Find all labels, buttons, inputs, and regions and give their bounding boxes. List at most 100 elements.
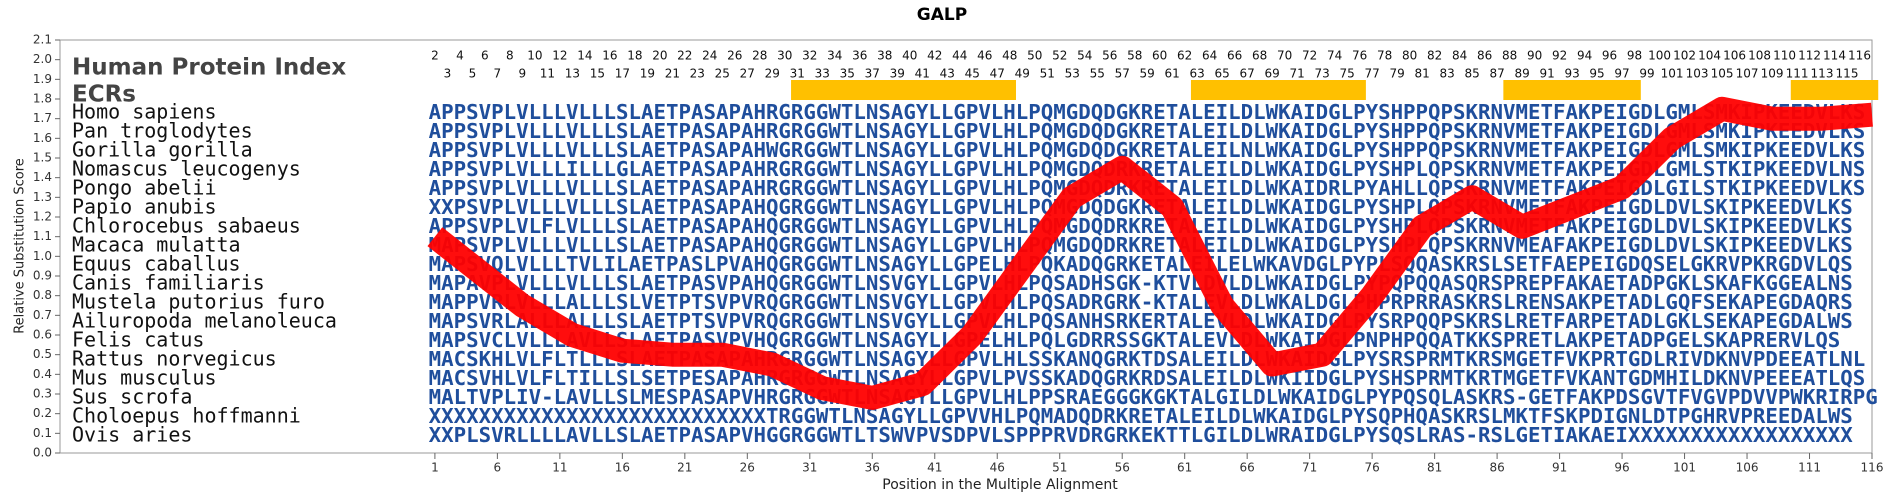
human-index: 50 xyxy=(1027,49,1042,63)
human-index: 102 xyxy=(1673,49,1696,63)
y-tick-label: 1.0 xyxy=(33,249,52,263)
chart-title: GALP xyxy=(917,5,967,25)
human-index: 62 xyxy=(1177,49,1192,63)
human-index: 66 xyxy=(1227,49,1242,63)
human-index: 7 xyxy=(494,67,502,81)
human-index: 101 xyxy=(1661,67,1684,81)
human-index: 40 xyxy=(902,49,917,63)
y-tick-label: 0.5 xyxy=(33,347,52,361)
human-index: 57 xyxy=(1115,67,1130,81)
human-index: 35 xyxy=(840,67,855,81)
x-tick-label: 96 xyxy=(1614,461,1629,475)
ecr-bar xyxy=(791,80,1016,100)
species-name: Mus musculus xyxy=(72,366,217,390)
human-index: 16 xyxy=(602,49,617,63)
x-tick-label: 41 xyxy=(927,461,942,475)
human-index: 14 xyxy=(577,49,592,63)
human-index: 6 xyxy=(481,49,489,63)
human-index: 105 xyxy=(1711,67,1734,81)
ecr-bar xyxy=(1503,80,1641,100)
human-index: 36 xyxy=(852,49,867,63)
human-index: 27 xyxy=(740,67,755,81)
human-index: 96 xyxy=(1602,49,1617,63)
human-index: 72 xyxy=(1302,49,1317,63)
human-index: 45 xyxy=(965,67,980,81)
human-index: 59 xyxy=(1140,67,1155,81)
x-tick-label: 71 xyxy=(1302,461,1317,475)
human-index: 76 xyxy=(1352,49,1367,63)
human-index: 108 xyxy=(1748,49,1771,63)
human-index: 49 xyxy=(1015,67,1030,81)
human-index: 3 xyxy=(444,67,452,81)
species-name: Pan troglodytes xyxy=(72,119,253,143)
human-index: 93 xyxy=(1564,67,1579,81)
species-name: Ovis aries xyxy=(72,423,192,447)
human-index: 116 xyxy=(1848,49,1871,63)
human-index: 64 xyxy=(1202,49,1217,63)
sequence: MAPSVRLALLLALLLSLAETPTSVPVRQGRGGWTLNSVGY… xyxy=(429,309,1853,333)
human-index: 70 xyxy=(1277,49,1292,63)
species-name: Gorilla gorilla xyxy=(72,138,253,162)
sequence: XXPLSVRLLLLAVLLSLAETPASAPVHGGRGGWTLTSWVP… xyxy=(429,423,1854,447)
human-index: 5 xyxy=(469,67,477,81)
human-index: 73 xyxy=(1315,67,1330,81)
x-tick-label: 76 xyxy=(1364,461,1379,475)
human-index: 113 xyxy=(1811,67,1834,81)
human-index: 10 xyxy=(527,49,542,63)
human-index: 32 xyxy=(802,49,817,63)
human-index: 39 xyxy=(890,67,905,81)
x-tick-label: 101 xyxy=(1673,461,1696,475)
x-tick-label: 36 xyxy=(865,461,880,475)
y-tick-label: 0.6 xyxy=(33,328,52,342)
human-index: 58 xyxy=(1127,49,1142,63)
human-index: 82 xyxy=(1427,49,1442,63)
human-index: 75 xyxy=(1340,67,1355,81)
human-index: 20 xyxy=(652,49,667,63)
species-name: Felis catus xyxy=(72,328,204,352)
human-index: 12 xyxy=(552,49,567,63)
human-index: 92 xyxy=(1552,49,1567,63)
human-index: 29 xyxy=(765,67,780,81)
x-tick-label: 31 xyxy=(802,461,817,475)
human-index: 87 xyxy=(1489,67,1504,81)
x-tick-label: 86 xyxy=(1489,461,1504,475)
human-index: 61 xyxy=(1165,67,1180,81)
y-tick-label: 2.1 xyxy=(33,33,52,47)
human-index: 13 xyxy=(565,67,580,81)
human-index: 55 xyxy=(1090,67,1105,81)
ecr-label: ECRs xyxy=(72,82,136,108)
y-tick-label: 1.1 xyxy=(33,229,52,243)
y-tick-label: 0.9 xyxy=(33,269,52,283)
human-index: 4 xyxy=(456,49,464,63)
species-name: Mustela putorius furo xyxy=(72,290,325,314)
human-index: 95 xyxy=(1589,67,1604,81)
species-name: Macaca mulatta xyxy=(72,233,241,257)
human-index: 110 xyxy=(1773,49,1796,63)
human-index: 23 xyxy=(690,67,705,81)
human-index: 94 xyxy=(1577,49,1592,63)
human-index: 74 xyxy=(1327,49,1342,63)
human-index: 112 xyxy=(1798,49,1821,63)
human-index: 28 xyxy=(752,49,767,63)
human-index: 65 xyxy=(1215,67,1230,81)
x-tick-label: 1 xyxy=(431,461,439,475)
human-index: 89 xyxy=(1514,67,1529,81)
human-index: 91 xyxy=(1539,67,1554,81)
x-axis-label: Position in the Multiple Alignment xyxy=(882,477,1118,493)
x-tick-label: 6 xyxy=(494,461,502,475)
human-index: 9 xyxy=(519,67,527,81)
human-index: 46 xyxy=(977,49,992,63)
species-name: Choloepus hoffmanni xyxy=(72,404,301,428)
x-tick-label: 116 xyxy=(1861,461,1884,475)
human-index: 85 xyxy=(1464,67,1479,81)
sequence: MAPPVRLVLLLALLLSLVETPTSVPVRQGRGGWTLNSVGY… xyxy=(429,290,1853,314)
species-name: Homo sapiens xyxy=(72,100,217,124)
ecr-bar xyxy=(1790,80,1879,100)
human-index: 83 xyxy=(1439,67,1454,81)
human-index: 22 xyxy=(677,49,692,63)
human-index: 100 xyxy=(1648,49,1671,63)
y-tick-label: 0.4 xyxy=(33,367,52,381)
human-index: 106 xyxy=(1723,49,1746,63)
human-index: 21 xyxy=(665,67,680,81)
